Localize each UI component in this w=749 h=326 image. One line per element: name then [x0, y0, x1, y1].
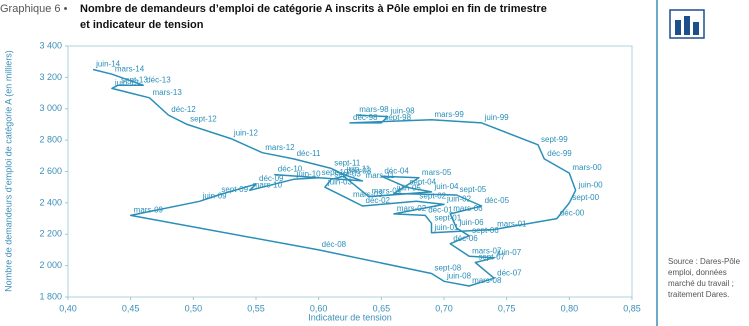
point-label: juin-09	[202, 191, 228, 200]
x-tick-label: 0,85	[623, 303, 641, 313]
source: marché du travail ;	[668, 279, 734, 288]
y-tick-label: 3 400	[39, 40, 62, 50]
y-axis-label: Nombre de demandeurs d’emploi de catégor…	[3, 50, 13, 292]
point-label: mars-04	[372, 187, 402, 196]
point-label: sept-03	[334, 169, 361, 178]
point-label: déc-07	[497, 268, 522, 277]
point-label: mars-99	[434, 110, 464, 119]
point-label: juin-02	[446, 195, 472, 204]
point-label: mars-14	[115, 64, 145, 73]
point-label: juin-03	[327, 177, 353, 186]
x-tick-label: 0,45	[122, 303, 140, 313]
point-label: déc-03	[347, 166, 372, 175]
point-label: sept-01	[434, 213, 461, 222]
x-tick-label: 0,65	[373, 303, 391, 313]
source: traitement Dares.	[668, 290, 729, 299]
point-label: mars-10	[253, 180, 283, 189]
x-tick-label: 0,60	[310, 303, 328, 313]
point-label: sept-04	[409, 177, 436, 186]
point-label: mars-08	[472, 276, 502, 285]
point-label: juin-04	[433, 182, 459, 191]
point-label: mars-11	[366, 171, 395, 180]
point-label: juin-07	[496, 248, 522, 257]
point-label: déc-05	[485, 196, 510, 205]
x-tick-label: 0,70	[435, 303, 453, 313]
point-label: mars-06	[453, 204, 483, 213]
point-label: juin-98	[390, 107, 416, 116]
point-label: sept-99	[541, 135, 568, 144]
point-label: sept-05	[460, 185, 487, 194]
chart-title-line2: et indicateur de tension	[80, 19, 204, 31]
point-label: mars-01	[497, 220, 527, 229]
series-line	[92, 68, 577, 287]
y-tick-label: 3 200	[39, 72, 62, 82]
y-tick-label: 2 800	[39, 135, 62, 145]
point-label: sept-98	[384, 113, 411, 122]
point-label: juin-11	[346, 165, 371, 174]
x-tick-label: 0,40	[59, 303, 77, 313]
point-label: mars-00	[572, 163, 602, 172]
point-label: déc-02	[366, 196, 391, 205]
point-label: juin-14	[95, 60, 121, 69]
point-label: déc-12	[171, 105, 196, 114]
point-label: sept-02	[419, 191, 446, 200]
point-label: déc-08	[322, 240, 347, 249]
y-tick-label: 2 600	[39, 166, 62, 176]
y-tick-label: 2 200	[39, 229, 62, 239]
point-label: mars-03	[353, 190, 383, 199]
point-label: déc-10	[278, 165, 303, 174]
source: emploi, données	[668, 268, 727, 277]
y-tick-label: 1 800	[39, 291, 62, 301]
point-label: juin-00	[578, 180, 604, 189]
point-label: juin-13	[114, 78, 140, 87]
x-tick-label: 0,55	[247, 303, 265, 313]
point-label: déc-01	[428, 206, 453, 215]
point-label: mars-12	[265, 143, 295, 152]
point-label: sept-06	[472, 226, 499, 235]
point-label: mars-09	[134, 206, 164, 215]
point-label: juin-05	[396, 184, 422, 193]
x-tick-label: 0,75	[498, 303, 516, 313]
point-label: sept-07	[478, 253, 505, 262]
point-label: juin-99	[484, 113, 510, 122]
point-label: juin-10	[296, 169, 322, 178]
figure-number: Graphique 6 •	[0, 3, 68, 15]
icon	[669, 9, 705, 39]
point-label: sept-09	[221, 185, 248, 194]
point-label: déc-06	[453, 234, 478, 243]
point-label: mars-98	[359, 105, 389, 114]
point-label: sept-13	[121, 75, 148, 84]
point-label: déc-98	[353, 113, 378, 122]
point-label: mars-07	[472, 246, 502, 255]
y-tick-label: 3 000	[39, 103, 62, 113]
point-label: mars-13	[152, 88, 182, 97]
point-label: sept-12	[190, 115, 217, 124]
point-label: juin-08	[446, 271, 472, 280]
point-label: mars-02	[397, 204, 427, 213]
point-label: déc-11	[297, 149, 321, 158]
point-label: déc-00	[560, 209, 585, 218]
point-label: sept-08	[434, 264, 461, 273]
point-label: juin-12	[233, 129, 259, 138]
point-label: sept-00	[572, 193, 599, 202]
point-label: mars-05	[422, 168, 452, 177]
x-axis-label: Indicateur de tension	[308, 312, 392, 322]
chart-title: Nombre de demandeurs d’emploi de catégor…	[80, 3, 547, 15]
point-label: juin-01	[433, 223, 459, 232]
point-label: sept-10	[322, 168, 349, 177]
point-label: déc-99	[547, 149, 572, 158]
y-tick-label: 2 000	[39, 260, 62, 270]
x-tick-label: 0,50	[185, 303, 203, 313]
point-label: déc-04	[384, 166, 409, 175]
y-tick-label: 2 400	[39, 197, 62, 207]
point-label: sept-11	[334, 158, 361, 167]
x-tick-label: 0,80	[561, 303, 579, 313]
source: Source : Dares-Pôle	[668, 257, 741, 266]
point-label: juin-06	[459, 218, 485, 227]
point-label: déc-09	[259, 174, 284, 183]
point-label: déc-13	[146, 75, 171, 84]
